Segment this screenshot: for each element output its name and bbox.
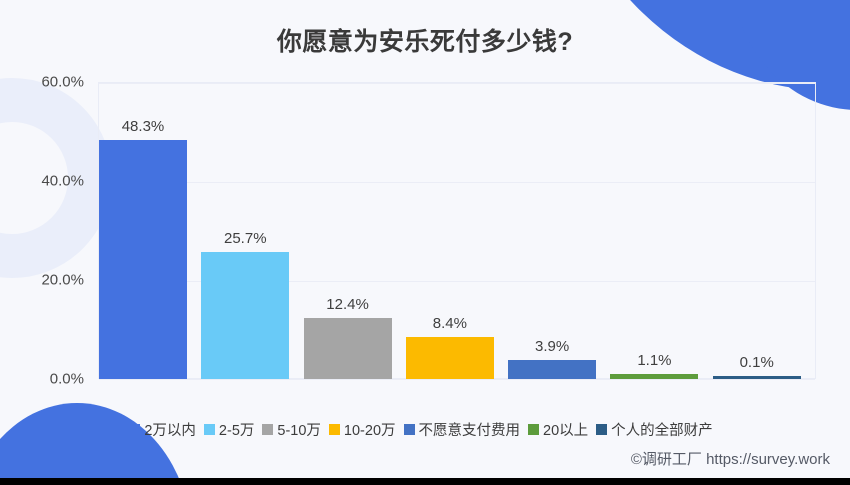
y-axis-tick-label: 40.0% <box>41 172 84 190</box>
bar-group: 48.3% <box>99 82 187 379</box>
legend-swatch-icon <box>528 424 540 435</box>
legend-swatch-icon <box>403 424 415 435</box>
bar[interactable] <box>99 139 187 379</box>
legend-item[interactable]: 个人的全部财产 <box>596 419 713 440</box>
bar[interactable] <box>303 317 392 379</box>
bar-value-label: 0.1% <box>739 354 774 371</box>
y-axis-tick-label: 20.0% <box>41 271 84 289</box>
legend-item-label: 5-10万 <box>277 423 321 439</box>
bar-group: 25.7% <box>201 82 290 379</box>
legend-item-label: 20以上 <box>543 423 589 439</box>
legend-item-label: 2万以内 <box>144 423 196 439</box>
bar-group: 12.4% <box>303 82 392 379</box>
bar-value-label: 8.4% <box>432 315 467 333</box>
legend-item-label: 个人的全部财产 <box>611 423 713 439</box>
legend-item-label: 不愿意支付费用 <box>418 423 521 439</box>
bottom-black-bar <box>0 478 850 485</box>
legend-item-label: 2-5万 <box>218 423 255 439</box>
legend-swatch-icon <box>262 424 274 435</box>
bar-value-label: 1.1% <box>637 351 672 369</box>
bar-group: 3.9% <box>508 82 597 379</box>
bar-series: 48.3% 25.7% 12.4% 8.4% 3.9% 1.1% 0.1% <box>99 82 815 379</box>
gridline <box>99 83 815 84</box>
bar-group: 8.4% <box>405 82 494 379</box>
legend-item[interactable]: 20以上 <box>528 419 588 440</box>
bar[interactable] <box>712 376 801 379</box>
chart-title: 你愿意为安乐死付多少钱? <box>276 28 574 56</box>
y-axis-tick-label: 0.0% <box>49 370 84 388</box>
bar-value-label: 48.3% <box>121 117 165 135</box>
decorative-bottom-left-shape <box>0 403 192 485</box>
y-axis: 0.0% 20.0% 40.0% 60.0% <box>0 74 92 388</box>
gridline <box>99 379 815 380</box>
legend-swatch-icon <box>596 424 608 435</box>
bar[interactable] <box>201 251 290 379</box>
gridline <box>99 281 815 282</box>
legend-item-label: 10-20万 <box>343 423 396 439</box>
gridline <box>99 182 815 183</box>
bar-value-label: 3.9% <box>535 337 570 355</box>
legend-swatch-icon <box>203 424 215 435</box>
watermark-footer: ©调研工厂 https://survey.work <box>630 451 830 468</box>
bar-value-label: 25.7% <box>224 229 267 247</box>
legend-item[interactable]: 5-10万 <box>262 419 321 440</box>
legend-swatch-icon <box>328 424 340 435</box>
chart-legend: 2万以内 2-5万 5-10万 10-20万 不愿意支付费用 20以上 个人的全部财产 <box>0 419 850 440</box>
bar-group: 0.1% <box>712 82 801 379</box>
legend-item[interactable]: 2-5万 <box>203 419 255 440</box>
bar[interactable] <box>610 373 699 379</box>
bar[interactable] <box>405 337 494 379</box>
legend-item[interactable]: 2万以内 <box>129 419 196 440</box>
legend-swatch-icon <box>129 424 141 435</box>
legend-item[interactable]: 10-20万 <box>328 419 396 440</box>
bar-group: 1.1% <box>610 82 699 379</box>
legend-item[interactable]: 不愿意支付费用 <box>403 419 521 440</box>
y-axis-tick-label: 60.0% <box>41 73 84 91</box>
bar[interactable] <box>508 359 597 379</box>
bar-value-label: 12.4% <box>326 295 369 313</box>
